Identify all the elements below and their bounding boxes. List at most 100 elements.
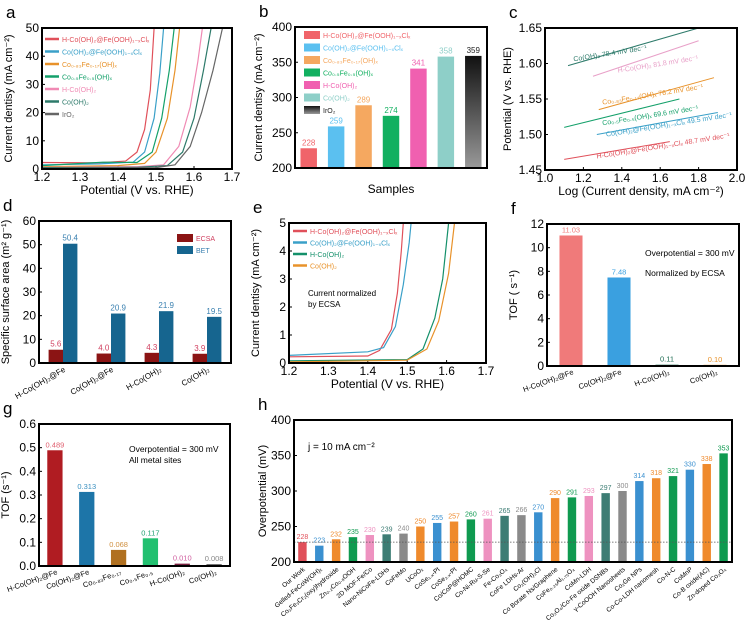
bar (399, 533, 408, 562)
x-tick-label: 1.5 (148, 170, 165, 184)
y-tick-label: 20 (26, 106, 40, 120)
bar (142, 538, 159, 566)
plot-frame (41, 27, 233, 170)
bar (298, 542, 307, 562)
y-tick-label: 0.3 (19, 488, 36, 502)
bar-value-label: 5.6 (50, 340, 62, 349)
tafel-line (592, 40, 699, 77)
legend-swatch (304, 93, 320, 102)
x-tick-label: 1.0 (537, 171, 554, 185)
y-tick-label: 10 (23, 332, 37, 346)
bar-value-label: 228 (297, 534, 309, 541)
panel-c: c 1.45 1.50 1.55 1.60 1.65 1.0 1.2 1.4 1.6 1.8 2.0 L… (502, 3, 746, 198)
annotation-text: Current normalized (308, 289, 376, 298)
y-tick-label: 1.65 (519, 21, 543, 35)
y-axis-label: Potential (V vs. RHE) (502, 47, 514, 151)
bar-value-label: 239 (381, 526, 393, 533)
x-tick-label: 2.0 (729, 171, 746, 185)
y-tick-label: 2 (537, 335, 544, 349)
bar (315, 545, 324, 562)
legend-label: Co(OH)₂@Fe(OOH)₁₋ₓClₓ (310, 241, 391, 248)
y-tick-label: 10 (26, 134, 40, 148)
plot-frame (38, 220, 232, 364)
bar (685, 469, 695, 562)
legend-label: Co₀.₈₃Fe₀.₁₇(OH)ₓ (62, 62, 118, 69)
bar (382, 534, 391, 562)
legend-label: H-Co(OH)₂@Fe(OOH)₁₋ₓClₓ (62, 37, 150, 44)
bar-value-label: 21.9 (158, 301, 174, 310)
bar (432, 522, 442, 562)
y-tick-label: 0.5 (19, 441, 36, 455)
x-tick-label: 1.7 (224, 170, 241, 184)
y-tick-label: 50 (23, 238, 37, 252)
bar (618, 491, 627, 562)
bar-value-label: 338 (701, 456, 713, 463)
series-line (288, 222, 450, 362)
y-axis-label: Specific surface area (m² g⁻¹) (0, 220, 12, 365)
annotation-text: by ECSA (308, 300, 341, 309)
bar (437, 56, 455, 168)
legend-label: Co(OH)₂ (62, 100, 89, 107)
x-axis-label: Potential (V vs. RHE) (331, 377, 444, 391)
y-tick-label: 1.45 (519, 163, 543, 177)
tafel-slope-label: Co₀.₈₃Fe₀.₁₇(OH)ₓ 76.2 mV dec⁻¹ (602, 84, 705, 107)
bar (110, 549, 127, 566)
bar (465, 55, 482, 168)
bar-value-label: 314 (634, 473, 646, 480)
bar-value-label: 261 (482, 511, 494, 518)
series-line (41, 27, 175, 167)
bar-value-label: 257 (448, 514, 460, 521)
bar-value-label: 228 (302, 138, 316, 147)
bar (466, 519, 476, 562)
panel-letter: f (511, 199, 516, 218)
bar-value-label: 0.11 (660, 355, 674, 364)
bar-value-label: 297 (600, 485, 612, 492)
plot-frame (544, 27, 738, 171)
legend-label: Co(OH)₂ (323, 96, 350, 103)
bar (517, 515, 526, 562)
y-tick-label: 0 (32, 162, 39, 176)
x-axis-label: Log (Current density, mA cm⁻²) (558, 184, 724, 198)
category-label: H-Co(OH)₂@Fe (14, 365, 68, 401)
category-label: Co(OH)₂ (689, 367, 719, 385)
y-tick-label: 0 (537, 359, 544, 373)
category-label: H-Co(OH)₂@Fe (522, 367, 575, 394)
y-tick-label: 3 (279, 272, 286, 286)
panel-letter: c (509, 3, 518, 22)
y-axis-label: Current dentisy (mA cm⁻²) (253, 33, 265, 161)
bar (331, 539, 341, 562)
annotation-text: All metal sites (129, 455, 181, 465)
bar-value-label: 4.3 (146, 343, 158, 352)
series-line (41, 27, 155, 164)
bar (601, 493, 610, 562)
plot-frame (294, 26, 488, 169)
legend-label: H-Co(OH)₂ (323, 83, 357, 90)
y-tick-label: 350 (272, 55, 292, 69)
category-label: Co(OH)₂ (180, 365, 211, 388)
bar (410, 68, 427, 168)
panel-a: a 0 10 20 30 40 50 1.2 1.3 1.4 1.5 1.6 1.7 Potential … (3, 3, 241, 197)
bar-value-label: 0.489 (46, 440, 65, 449)
bar (327, 126, 345, 168)
tafel-slope-label: Co(OH)₂ 78.4 mV dec⁻¹ (573, 45, 648, 64)
x-axis-label: Potential (V vs. RHE) (80, 183, 193, 197)
y-tick-label: 0.4 (19, 464, 36, 478)
legend-swatch (177, 246, 193, 254)
x-tick-label: 1.7 (478, 364, 495, 378)
bar (559, 235, 583, 366)
bar-value-label: 266 (516, 507, 528, 514)
category-label: Co₀.₅Fe₀.₅ (118, 567, 154, 587)
bar-value-label: 50.4 (62, 234, 78, 243)
legend-swatch (304, 43, 320, 52)
y-tick-label: 350 (271, 449, 291, 463)
category-label: H-Co(OH)₂ (148, 567, 186, 588)
plot-frame (546, 223, 740, 367)
legend-label: Co(OH)₂ (310, 264, 337, 271)
bar-value-label: 232 (330, 531, 342, 538)
bar-value-label: 358 (439, 47, 453, 56)
tafel-slope-label: H-Co(OH)₂ 81.8 mV dec⁻¹ (617, 55, 699, 75)
tafel-line (596, 111, 718, 135)
tafel-line (564, 141, 670, 160)
annotation-text: Overpotential = 300 mV (129, 444, 219, 454)
